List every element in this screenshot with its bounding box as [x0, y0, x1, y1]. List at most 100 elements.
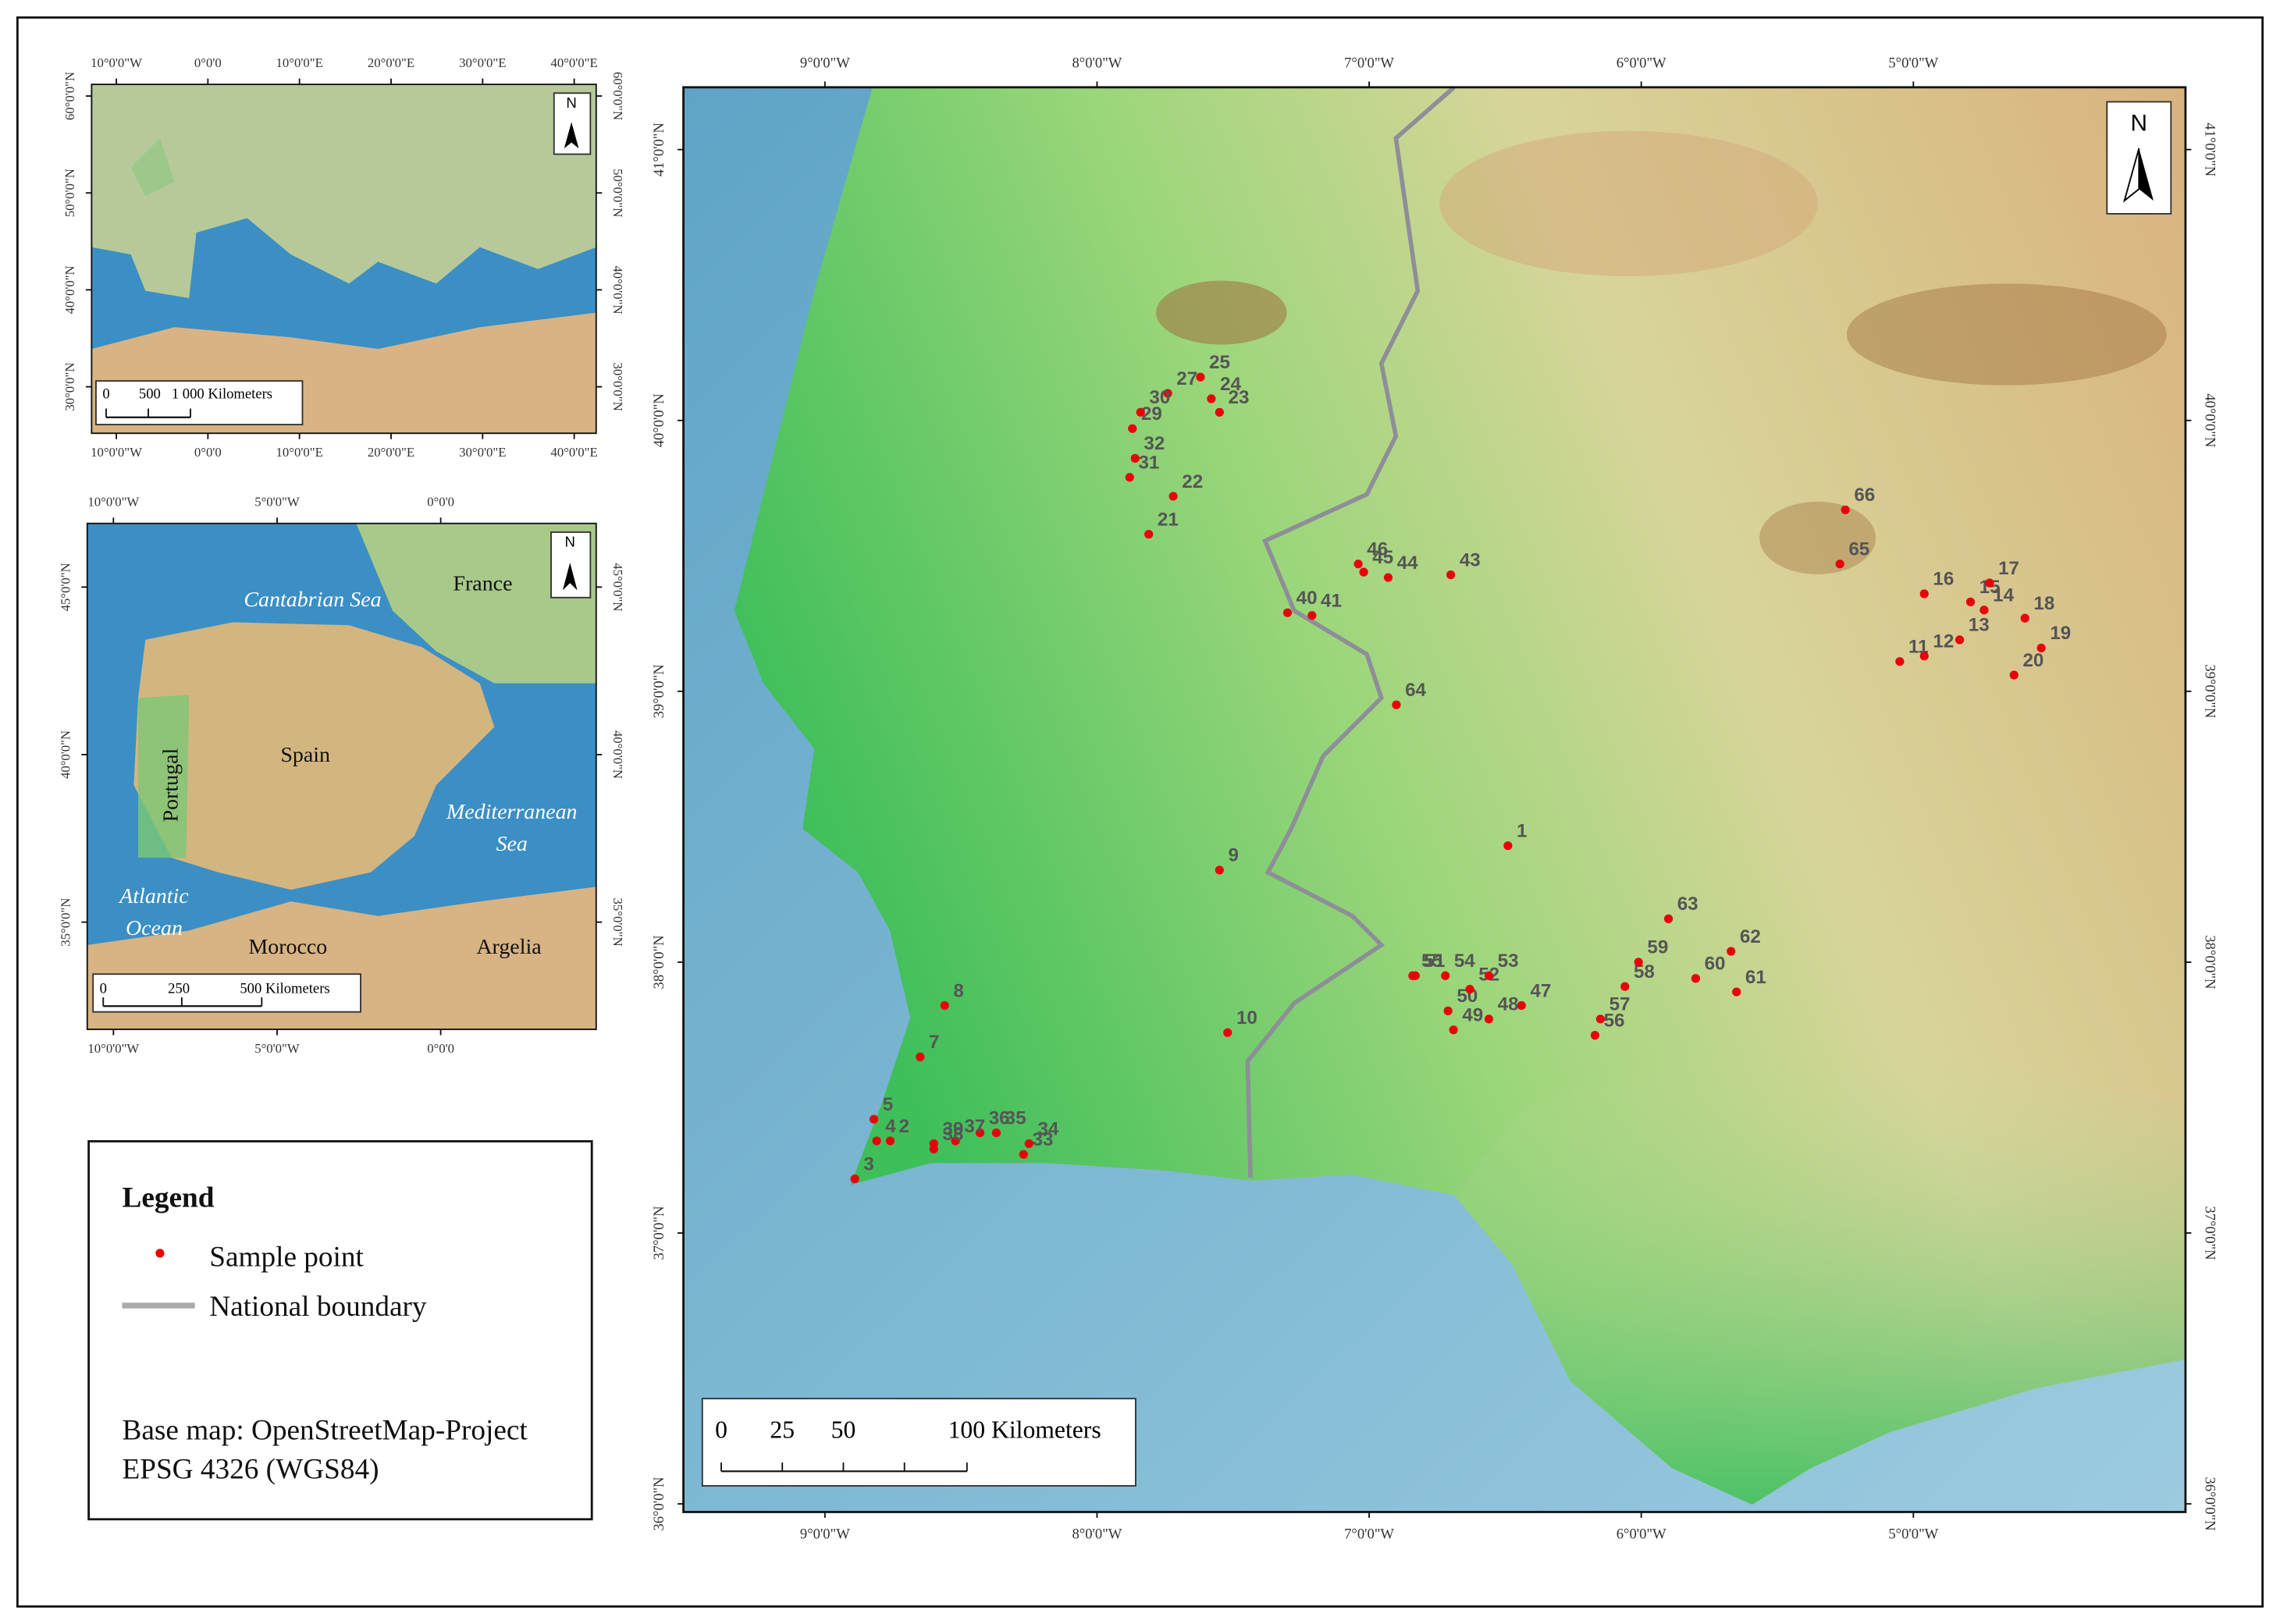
relief: [1759, 501, 1876, 574]
sample-point: [1446, 570, 1456, 580]
place-name: Spain: [280, 743, 330, 767]
sample-point-label: 56: [1604, 1010, 1625, 1031]
y-tick-label: 40°0'0"N: [610, 730, 625, 779]
sample-point-label: 43: [1460, 549, 1481, 570]
x-tick-label: 20°0'0"E: [368, 55, 414, 70]
y-tick-label: 37°0'0"N: [2201, 1206, 2218, 1260]
sample-point: [1383, 573, 1393, 582]
sample-point: [1125, 473, 1134, 482]
sample-point: [1732, 987, 1741, 997]
sample-point-label: 35: [1005, 1107, 1026, 1128]
sample-point: [1465, 985, 1474, 994]
scale-bar-label: 0: [102, 386, 109, 403]
scale-bar-label: 1 000 Kilometers: [172, 386, 272, 403]
x-tick-label: 8°0'0"W: [1072, 55, 1122, 71]
scale-bar-label: 500: [139, 386, 161, 403]
y-tick-label: 39°0'0"N: [2201, 664, 2218, 719]
x-tick-label: 9°0'0"W: [800, 1526, 850, 1543]
sample-point-label: 24: [1220, 374, 1241, 395]
sample-point: [1595, 1015, 1605, 1024]
land: [356, 523, 596, 684]
sample-point: [1408, 971, 1417, 980]
sample-point-label: 65: [1848, 539, 1869, 560]
sample-point: [1392, 700, 1401, 709]
place-name: Portugal: [158, 748, 183, 822]
sample-point-label: 41: [1321, 590, 1342, 611]
sample-point: [1841, 505, 1850, 514]
x-tick-label: 5°0'0"W: [1888, 55, 1938, 71]
sample-point-label: 57: [1610, 994, 1631, 1015]
x-tick-label: 5°0'0"W: [1888, 1526, 1938, 1543]
y-tick-label: 40°0'0"N: [59, 730, 73, 779]
sample-point: [1835, 560, 1844, 569]
scale-bar-label: 100 Kilometers: [948, 1416, 1101, 1443]
sample-point-label: 12: [1933, 631, 1954, 652]
x-tick-label: 7°0'0"W: [1344, 1526, 1394, 1543]
sample-point-label: 59: [1647, 937, 1668, 958]
sample-point-label: 33: [1033, 1129, 1054, 1150]
y-tick-label: 41°0'0"N: [651, 123, 667, 177]
sample-point-label: 2: [899, 1116, 909, 1137]
sample-point: [1965, 597, 1976, 606]
sample-point-label: 20: [2022, 650, 2043, 671]
sample-point-label: 22: [1182, 471, 1203, 492]
main-map: N: [682, 85, 2187, 1513]
x-tick-label: 8°0'0"W: [1072, 1526, 1122, 1543]
north-label: N: [565, 534, 575, 550]
y-tick-label: 36°0'0"N: [651, 1477, 667, 1531]
legend-item: National boundary: [209, 1291, 427, 1323]
sample-point: [951, 1136, 960, 1146]
sample-point: [1484, 1015, 1494, 1024]
sample-point: [1449, 1025, 1458, 1035]
sample-point: [1223, 1028, 1232, 1037]
land: [133, 622, 495, 890]
sample-point: [1353, 560, 1363, 569]
sample-point: [1985, 578, 1994, 588]
north-arrow: [562, 563, 578, 591]
sample-point-label: 13: [1969, 615, 1990, 636]
sample-point-label: 17: [1998, 558, 2019, 579]
sample-point: [1634, 958, 1643, 967]
sample-point: [1590, 1031, 1600, 1040]
y-tick-label: 45°0'0"N: [610, 563, 625, 611]
sample-point-label: 48: [1498, 994, 1519, 1015]
sample-point-label: 44: [1397, 553, 1418, 574]
x-tick-label: 10°0'0"W: [91, 55, 142, 70]
y-tick-label: 50°0'0"N: [62, 169, 77, 217]
sample-point-label: 10: [1236, 1007, 1257, 1029]
national-boundary: [1245, 85, 1456, 1178]
sample-point-label: 61: [1745, 967, 1766, 988]
sample-point-label: 1: [1517, 820, 1527, 841]
y-tick-label: 37°0'0"N: [651, 1206, 667, 1260]
y-tick-label: 35°0'0"N: [59, 898, 73, 947]
iberia-inset: N: [86, 522, 597, 1030]
legend-point-symbol: [155, 1249, 165, 1258]
sample-point-label: 16: [1933, 569, 1954, 590]
sample-point-label: 66: [1854, 485, 1875, 506]
place-name: Morocco: [248, 935, 327, 959]
sample-point: [1215, 407, 1224, 417]
scale-bar-label: 0: [715, 1416, 727, 1443]
sample-point: [2036, 643, 2046, 652]
north-label: N: [566, 94, 576, 111]
sample-point: [1919, 652, 1929, 661]
scale-bar-label: 250: [168, 980, 190, 997]
sample-point: [1130, 453, 1140, 463]
sample-point-label: 37: [964, 1116, 985, 1137]
sample-point: [869, 1114, 879, 1124]
sample-point-label: 7: [929, 1032, 939, 1053]
north-arrow-box: [553, 92, 592, 155]
sample-point-label: 53: [1498, 951, 1519, 972]
sample-point-label: 25: [1209, 352, 1230, 373]
legend-note: Base map: OpenStreetMap-Project: [122, 1414, 528, 1446]
sample-point: [1359, 567, 1368, 577]
y-tick-label: 30°0'0"N: [62, 363, 77, 411]
sample-point-label: 3: [863, 1153, 873, 1174]
sample-point-label: 27: [1176, 368, 1197, 389]
sample-point: [872, 1136, 881, 1146]
relief: [1155, 280, 1287, 345]
y-tick-label: 30°0'0"N: [610, 363, 625, 411]
legend-box: [87, 1140, 593, 1521]
relief: [1846, 283, 2167, 386]
